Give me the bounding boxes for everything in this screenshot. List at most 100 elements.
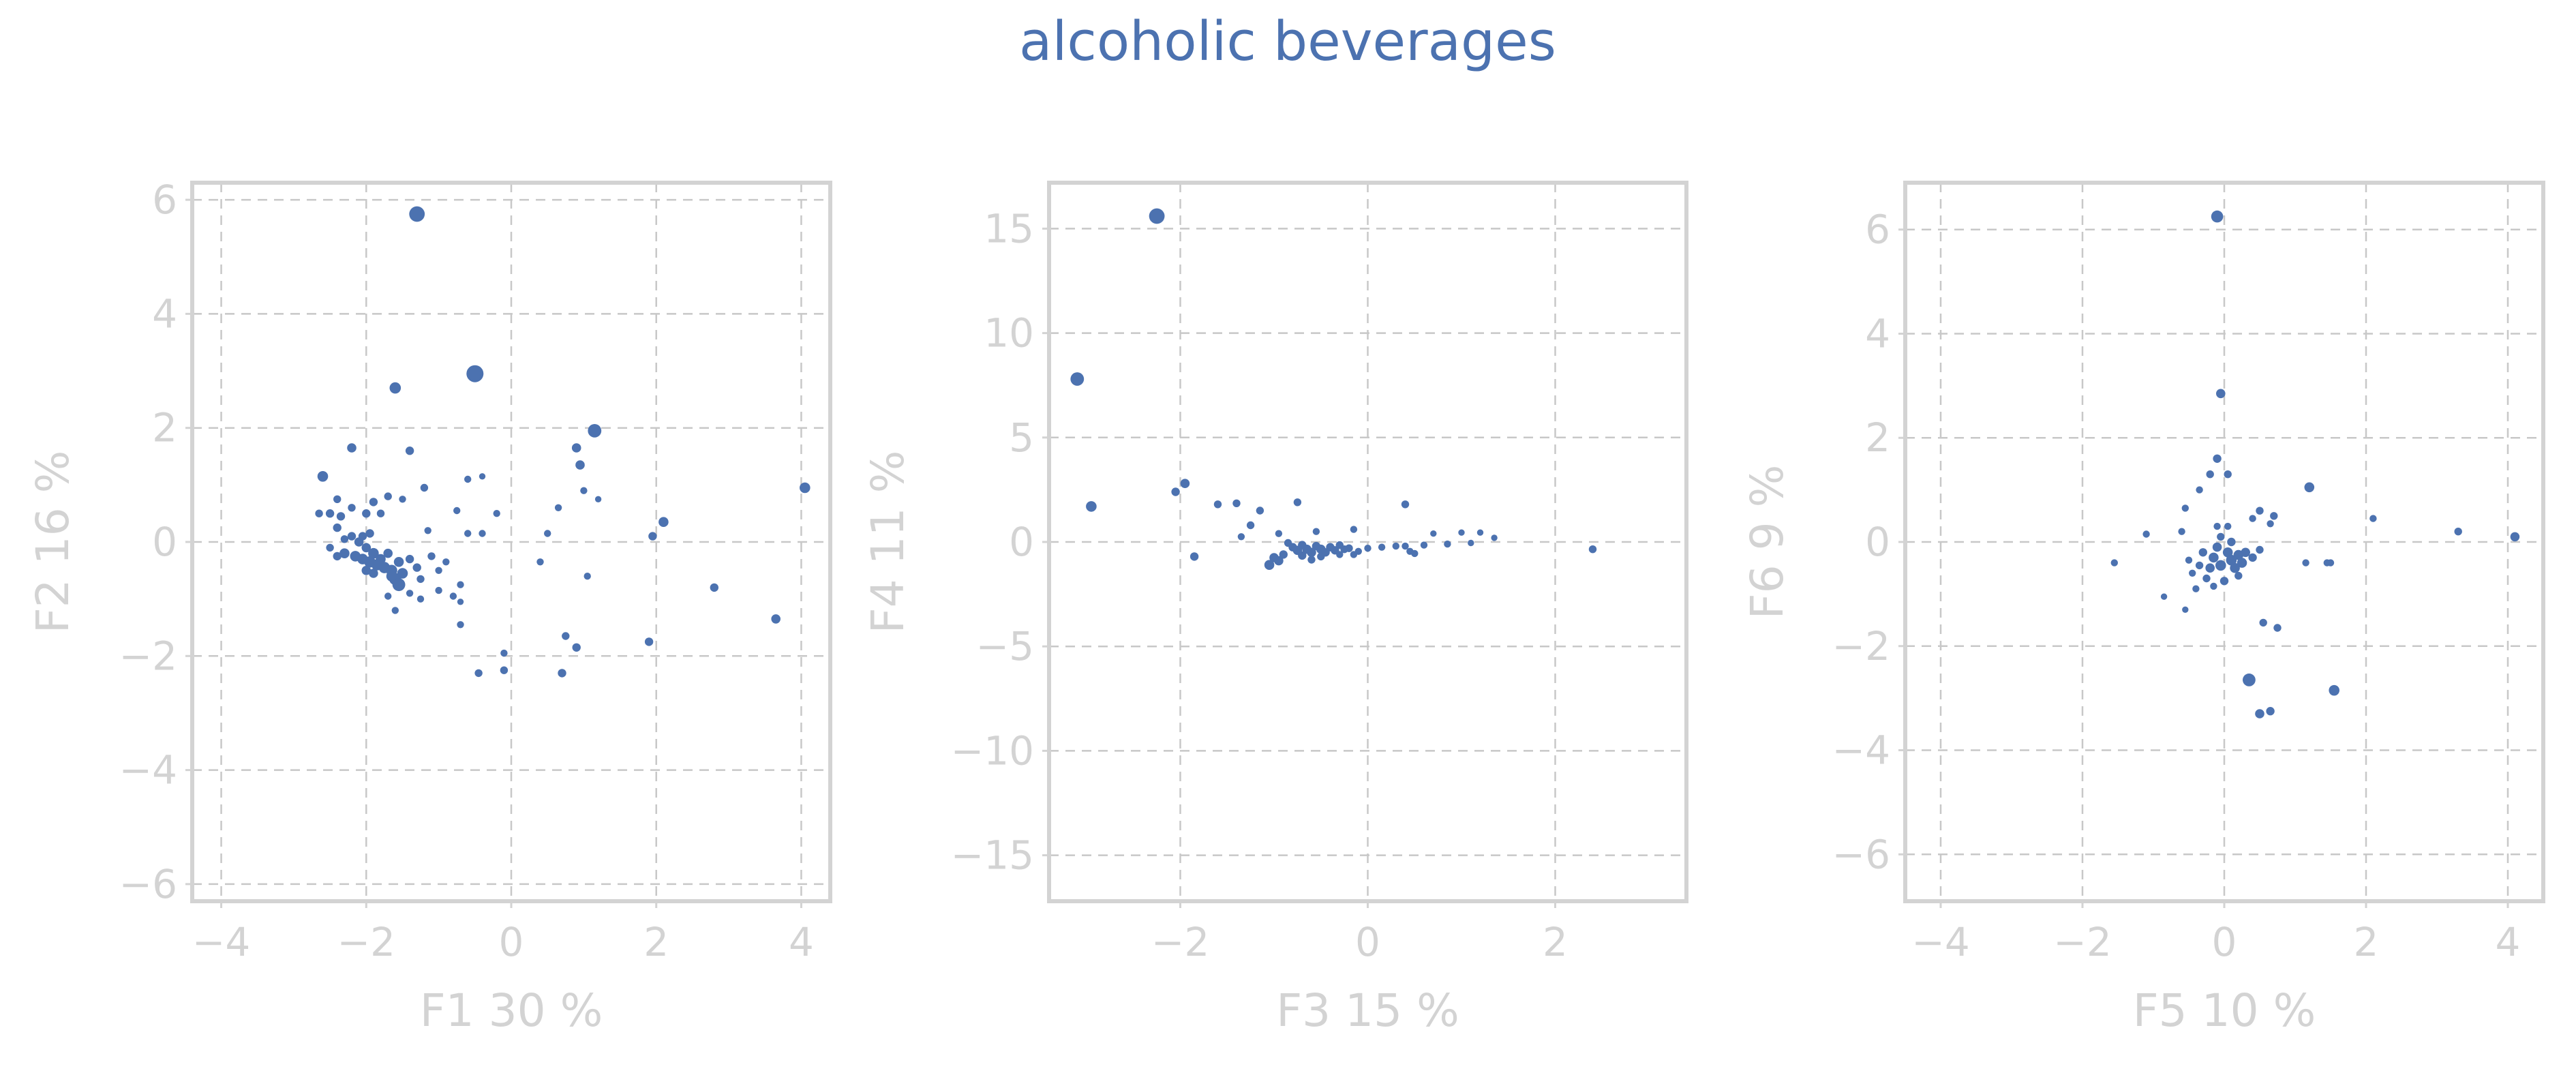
subplot-1-point-80 — [500, 649, 508, 657]
subplot-1-point-28 — [464, 530, 472, 537]
subplot-2-ytick-label-5: 10 — [984, 310, 1034, 357]
subplot-1-ytick-label-0: −6 — [119, 861, 178, 907]
subplot-3-point-26 — [2237, 558, 2247, 568]
subplot-2-point-14 — [1350, 526, 1358, 533]
subplot-1-point-10 — [479, 473, 486, 480]
subplot-3-point-46 — [2327, 559, 2335, 566]
subplot-3-ytick-label-2: −2 — [1832, 623, 1891, 669]
subplot-1-ytick-label-5: 4 — [152, 290, 177, 337]
subplot-2-point-16 — [1430, 530, 1437, 537]
subplot-3-point-43 — [2182, 606, 2189, 613]
subplot-1-point-63 — [435, 586, 442, 594]
subplot-3-point-51 — [2255, 709, 2264, 719]
subplot-3-ytick-label-1: −4 — [1832, 727, 1891, 774]
subplot-3-xtick-label-2: 0 — [2212, 919, 2237, 965]
subplot-1-point-66 — [457, 599, 464, 605]
subplot-2-point-52 — [1350, 551, 1358, 558]
subplot-1-ytick-label-4: 2 — [152, 405, 177, 451]
subplot-3-point-28 — [2230, 562, 2240, 573]
subplot-1-xtick-label-3: 2 — [643, 919, 669, 965]
subplot-2-point-11 — [1237, 533, 1245, 541]
subplot-3-point-39 — [2234, 571, 2243, 580]
subplot-3-point-17 — [2213, 522, 2221, 530]
subplot-1-point-73 — [536, 558, 544, 566]
subplot-3-point-30 — [2241, 547, 2250, 558]
subplot-1-point-33 — [800, 482, 810, 494]
subplot-1-point-23 — [362, 509, 371, 518]
subplot-3-point-27 — [2215, 560, 2226, 571]
subplot-1-point-62 — [416, 595, 425, 603]
subplot-1-point-15 — [333, 495, 342, 503]
subplot-3-point-41 — [2110, 559, 2118, 566]
subplot-1-point-47 — [383, 548, 393, 558]
subplot-2-point-0 — [1149, 208, 1165, 224]
subplot-2-point-3 — [1180, 479, 1190, 488]
subplot-2-point-49 — [1468, 539, 1474, 547]
subplot-3-point-53 — [2192, 585, 2200, 592]
subplot-2-xtick-label-2: 2 — [1543, 919, 1568, 965]
subplot-3-ylabel: F6 9 % — [1741, 465, 1793, 620]
subplot-2-point-10 — [1246, 521, 1255, 530]
subplot-2-point-18 — [1476, 529, 1484, 536]
subplot-3-ytick-label-0: −6 — [1832, 831, 1891, 877]
subplot-1-point-0 — [409, 206, 425, 222]
subplot-2-point-19 — [1491, 534, 1498, 541]
subplot-2-point-12 — [1189, 552, 1199, 561]
subplot-3-point-35 — [2189, 569, 2196, 577]
subplot-1-point-75 — [710, 583, 719, 592]
subplot-1-point-84 — [365, 529, 374, 538]
subplot-2-point-17 — [1458, 529, 1465, 536]
subplot-3-ytick-label-6: 6 — [1865, 207, 1890, 253]
subplot-1-point-35 — [347, 532, 357, 541]
subplot-1-ylabel: F2 16 % — [27, 451, 79, 634]
subplot-1-point-39 — [339, 548, 350, 558]
subplot-1-point-81 — [500, 666, 509, 674]
subplot-3-point-1 — [2216, 389, 2226, 399]
subplot-1-point-26 — [453, 507, 461, 515]
subplot-3-point-20 — [2227, 537, 2236, 547]
subplot-3: −4 −2 0 2 4 −6 −4 −2 0 2 4 6 F5 10 % F6 9 % — [1741, 181, 2545, 1037]
subplot-2-point-51 — [1336, 551, 1344, 558]
subplot-2-ytick-label-4: 5 — [1009, 414, 1034, 461]
subplot-2-point-33 — [1279, 550, 1288, 559]
subplot-1: −4 −2 0 2 4 −6 −4 −2 0 2 4 6 F1 30 % F2 16 % — [27, 177, 832, 1037]
subplot-1-point-18 — [384, 492, 392, 500]
subplot-3-point-29 — [2205, 563, 2215, 573]
subplot-1-point-61 — [406, 590, 414, 597]
subplot-1-point-76 — [771, 614, 781, 624]
subplot-2-point-7 — [1256, 507, 1264, 515]
subplot-1-point-72 — [333, 551, 342, 561]
subplot-1-point-57 — [416, 575, 425, 584]
subplot-1-point-53 — [369, 569, 378, 578]
subplot-3-point-18 — [2224, 522, 2232, 530]
subplot-2-point-4 — [1171, 487, 1180, 496]
subplot-1-point-25 — [493, 510, 500, 517]
subplot-1-point-64 — [449, 592, 457, 600]
subplot-2-ytick-label-1: −10 — [951, 727, 1034, 774]
subplot-3-point-7 — [2369, 515, 2377, 522]
subplot-3-xlabel: F5 10 % — [2133, 984, 2316, 1037]
subplot-3-point-11 — [2256, 507, 2264, 515]
subplot-1-point-13 — [594, 496, 602, 502]
subplot-3-point-24 — [2209, 552, 2219, 563]
subplot-3-point-50 — [2329, 684, 2339, 696]
subplot-1-point-65 — [457, 581, 464, 588]
subplot-1-point-52 — [386, 571, 397, 581]
subplot-2-ylabel: F4 11 % — [862, 451, 914, 634]
subplot-1-point-83 — [558, 669, 566, 678]
subplot-1-point-12 — [580, 487, 588, 494]
subplot-1-point-3 — [588, 424, 602, 438]
subplot-1-point-16 — [348, 504, 356, 512]
subplot-3-ytick-label-4: 2 — [1865, 414, 1890, 461]
subplot-1-point-31 — [648, 532, 657, 541]
subplot-1-xtick-label-4: 4 — [789, 919, 814, 965]
subplot-3-xtick-label-0: −4 — [1911, 919, 1970, 965]
subplot-3-point-22 — [2222, 547, 2233, 558]
subplot-3-point-25 — [2226, 554, 2237, 566]
subplot-1-point-24 — [376, 509, 385, 517]
subplot-2-point-5 — [1213, 500, 1222, 509]
subplot-3-point-47 — [2259, 618, 2267, 627]
subplot-1-point-69 — [457, 621, 464, 629]
subplot-2-point-38 — [1307, 556, 1316, 564]
